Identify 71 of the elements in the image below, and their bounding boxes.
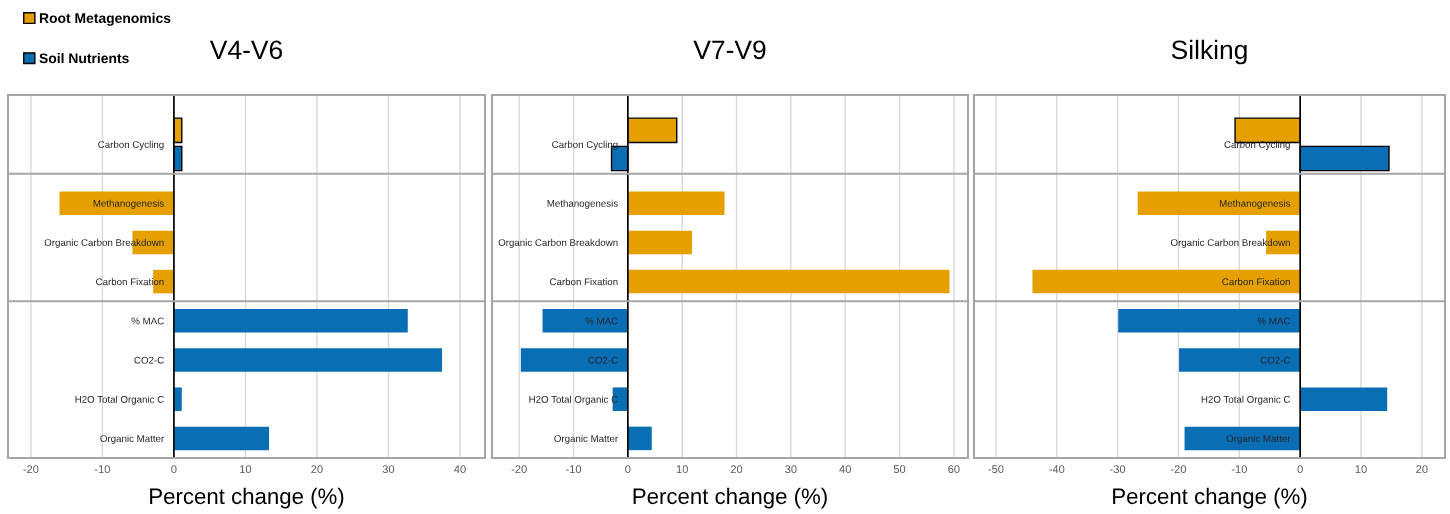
y-tick-label: Organic Matter (554, 434, 618, 444)
bar (59, 191, 174, 215)
legend-label: Root Metagenomics (39, 12, 171, 26)
bar (173, 426, 270, 451)
bar (627, 269, 950, 294)
x-tick-label: -10 (565, 465, 582, 474)
bar (612, 387, 628, 411)
bar (1179, 348, 1301, 372)
x-tick-label: 10 (676, 465, 688, 474)
bar (627, 230, 692, 255)
y-tick-label: Organic Carbon Breakdown (498, 238, 618, 248)
y-tick-label: Carbon Fixation (549, 278, 618, 286)
x-tick-label: 50 (893, 465, 906, 474)
y-tick-label: Carbon Fixation (1222, 278, 1290, 286)
y-tick-label: Organic Carbon Breakdown (1170, 238, 1290, 248)
x-tick-label: -20 (1170, 465, 1187, 474)
x-tick-label: 20 (1416, 465, 1428, 474)
chart-title: V7-V9 (693, 40, 766, 60)
legend-label: Soil Nutrients (39, 53, 129, 64)
x-tick-label: -30 (1110, 465, 1126, 474)
x-tick-label: -40 (1049, 465, 1065, 474)
bar (1184, 426, 1301, 451)
x-tick-label: 0 (171, 465, 177, 474)
y-tick-label: H2O Total Organic C (75, 395, 164, 405)
x-tick-label: -50 (988, 465, 1004, 474)
bar (627, 191, 725, 215)
y-tick-label: Carbon Cycling (98, 140, 164, 150)
bar (1137, 191, 1301, 215)
y-tick-label: Methanogenesis (547, 199, 618, 209)
x-tick-label: -20 (511, 465, 527, 474)
x-axis-title: Percent change (%) (633, 487, 827, 509)
y-tick-label: Carbon Cycling (552, 140, 618, 150)
y-tick-label: % MAC (1257, 317, 1291, 325)
y-tick-label: Organic Matter (1226, 434, 1291, 444)
x-tick-label: -20 (23, 465, 39, 474)
bar (173, 309, 408, 333)
x-tick-label: 40 (839, 465, 851, 474)
y-tick-label: CO2-C (1260, 356, 1291, 364)
bar (173, 348, 443, 372)
x-tick-label: -10 (94, 465, 110, 474)
x-axis-title: Percent change (%) (150, 487, 344, 509)
bar (1118, 309, 1301, 333)
bar (542, 309, 628, 333)
bar (520, 348, 628, 372)
x-tick-label: 20 (311, 465, 323, 474)
x-tick-label: 0 (1297, 465, 1303, 474)
bar (173, 387, 182, 411)
x-tick-label: 10 (240, 465, 252, 474)
x-tick-label: -10 (1231, 465, 1247, 474)
bar (1300, 387, 1388, 411)
y-tick-label: H2O Total Organic C (1201, 395, 1291, 405)
x-tick-label: 30 (785, 465, 797, 474)
x-tick-label: 20 (730, 465, 743, 474)
bar (627, 426, 652, 451)
x-tick-label: 60 (948, 465, 960, 474)
chart-title: V4-V6 (209, 40, 283, 60)
y-tick-label: CO2-C (134, 356, 164, 364)
y-tick-label: Methanogenesis (1219, 199, 1291, 209)
x-tick-label: 0 (625, 465, 631, 474)
x-tick-label: 40 (454, 465, 466, 474)
x-axis-title: Percent change (%) (1113, 487, 1307, 509)
y-tick-label: Organic Matter (100, 434, 165, 444)
x-tick-label: 10 (1355, 465, 1367, 474)
y-tick-label: Methanogenesis (93, 199, 164, 209)
y-tick-label: CO2-C (588, 356, 618, 364)
x-tick-label: 30 (382, 465, 395, 474)
y-tick-label: % MAC (585, 317, 618, 325)
bar (1032, 269, 1301, 294)
y-tick-label: Carbon Cycling (1224, 140, 1290, 150)
chart-title: Silking (1171, 39, 1247, 65)
y-tick-label: % MAC (131, 317, 164, 325)
